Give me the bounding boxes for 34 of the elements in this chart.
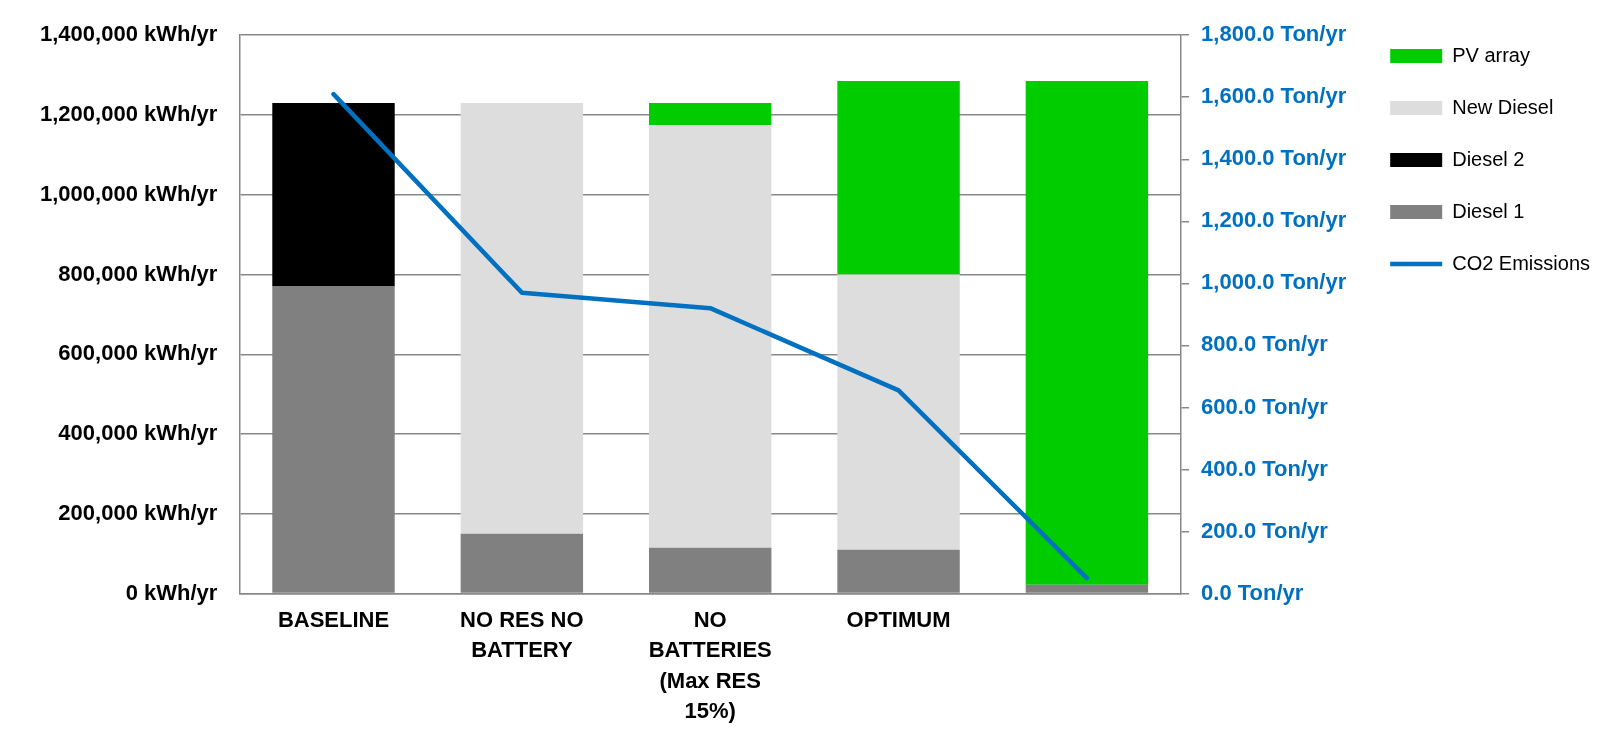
bar <box>837 81 960 275</box>
legend-label: Diesel 2 <box>1452 147 1525 170</box>
y-tick-label: 600,000 kWh/yr <box>58 340 218 366</box>
x-tick-label: OPTIMUM <box>846 606 951 632</box>
legend-label: New Diesel <box>1452 95 1554 118</box>
y-tick-label: 0 kWh/yr <box>125 579 218 605</box>
y2-tick-label: 200.0 Ton/yr <box>1201 517 1329 543</box>
legend-label: Diesel 1 <box>1452 199 1525 222</box>
x-tick-label: NO BATTERIES (Max RES 15%) <box>648 606 772 723</box>
y-tick-label: 1,400,000 kWh/yr <box>39 21 218 47</box>
y-tick-label: 1,200,000 kWh/yr <box>39 101 218 127</box>
y2-tick-label: 1,000.0 Ton/yr <box>1201 269 1347 295</box>
y2-tick-label: 1,600.0 Ton/yr <box>1201 83 1347 109</box>
bar <box>837 274 960 550</box>
legend-label: CO2 Emissions <box>1452 251 1590 274</box>
y2-tick-label: 1,200.0 Ton/yr <box>1201 207 1347 233</box>
y2-tick-label: 0.0 Ton/yr <box>1201 579 1304 605</box>
legend-label: PV array <box>1452 43 1530 66</box>
x-tick-label: BASELINE <box>277 606 390 632</box>
bar <box>460 103 584 534</box>
x-tick-label: NO RES NO BATTERY <box>460 606 584 663</box>
y2-tick-label: 1,800.0 Ton/yr <box>1201 21 1347 47</box>
y2-tick-label: 800.0 Ton/yr <box>1201 331 1329 357</box>
y-tick-label: 1,000,000 kWh/yr <box>39 180 218 206</box>
y-tick-label: 200,000 kWh/yr <box>58 499 218 525</box>
bar <box>1025 81 1149 585</box>
y-tick-label: 800,000 kWh/yr <box>58 260 218 286</box>
bar <box>648 124 772 548</box>
y2-tick-label: 400.0 Ton/yr <box>1201 455 1329 481</box>
y-tick-label: 400,000 kWh/yr <box>58 420 218 446</box>
y2-tick-label: 600.0 Ton/yr <box>1201 393 1329 419</box>
y2-tick-label: 1,400.0 Ton/yr <box>1201 145 1347 171</box>
bar <box>648 103 772 125</box>
bar <box>272 103 395 287</box>
